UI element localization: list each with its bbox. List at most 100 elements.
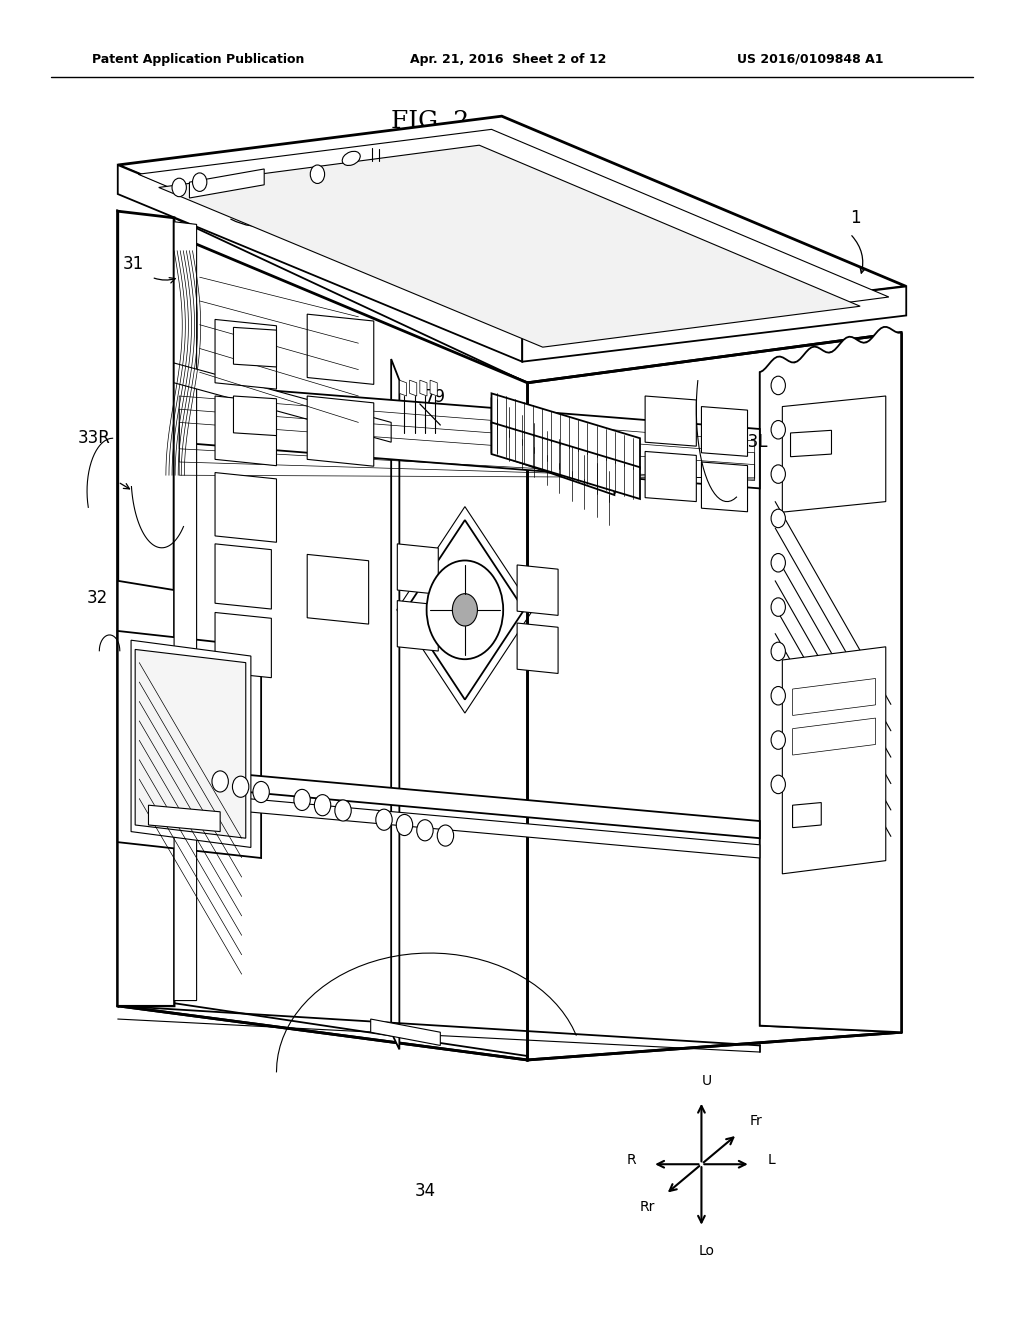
Circle shape [771, 775, 785, 793]
Text: Lo: Lo [698, 1245, 715, 1258]
Circle shape [771, 731, 785, 750]
Text: Fr: Fr [750, 1114, 762, 1129]
Circle shape [771, 686, 785, 705]
Polygon shape [791, 430, 831, 457]
Polygon shape [517, 565, 558, 615]
Polygon shape [645, 451, 696, 502]
Text: R: R [627, 1154, 637, 1167]
Polygon shape [397, 601, 438, 651]
Text: Apr. 21, 2016  Sheet 2 of 12: Apr. 21, 2016 Sheet 2 of 12 [410, 53, 606, 66]
Circle shape [771, 465, 785, 483]
Circle shape [771, 553, 785, 572]
Circle shape [771, 642, 785, 660]
Polygon shape [782, 396, 886, 512]
Polygon shape [118, 581, 174, 1006]
Circle shape [314, 795, 331, 816]
Circle shape [417, 820, 433, 841]
Polygon shape [492, 393, 640, 469]
Polygon shape [492, 422, 614, 495]
Polygon shape [307, 396, 374, 466]
Polygon shape [159, 145, 860, 347]
Polygon shape [371, 1019, 440, 1045]
Polygon shape [517, 623, 558, 673]
Polygon shape [492, 399, 614, 473]
Circle shape [193, 173, 207, 191]
Circle shape [771, 421, 785, 440]
Polygon shape [760, 333, 901, 1032]
Text: 34: 34 [415, 1181, 435, 1200]
Text: 33L: 33L [737, 433, 768, 451]
Text: Rr: Rr [639, 1200, 655, 1214]
Polygon shape [406, 520, 524, 700]
Circle shape [310, 165, 325, 183]
Polygon shape [527, 333, 901, 1060]
Circle shape [376, 809, 392, 830]
Polygon shape [399, 380, 407, 396]
Polygon shape [174, 222, 197, 1001]
Polygon shape [391, 359, 399, 1049]
Text: L: L [767, 1154, 775, 1167]
Text: FIG. 2: FIG. 2 [391, 110, 469, 133]
Polygon shape [645, 396, 696, 446]
Circle shape [212, 771, 228, 792]
Circle shape [232, 776, 249, 797]
Circle shape [335, 800, 351, 821]
Polygon shape [118, 631, 261, 858]
Polygon shape [772, 346, 893, 1022]
Circle shape [771, 598, 785, 616]
Text: US 2016/0109848 A1: US 2016/0109848 A1 [737, 53, 884, 66]
Polygon shape [174, 383, 760, 488]
Polygon shape [793, 718, 876, 755]
Polygon shape [174, 792, 760, 858]
Text: 31: 31 [123, 255, 143, 273]
Polygon shape [793, 678, 876, 715]
Polygon shape [215, 544, 271, 609]
Polygon shape [174, 768, 760, 838]
Polygon shape [118, 211, 174, 1006]
Circle shape [253, 781, 269, 803]
Text: 2: 2 [215, 195, 225, 214]
Polygon shape [118, 165, 522, 362]
Polygon shape [420, 380, 427, 396]
Polygon shape [307, 554, 369, 624]
Polygon shape [701, 407, 748, 457]
Text: 79: 79 [425, 388, 446, 407]
Ellipse shape [342, 152, 360, 165]
Polygon shape [793, 803, 821, 828]
Polygon shape [138, 129, 889, 343]
Polygon shape [174, 363, 391, 442]
Polygon shape [148, 805, 220, 832]
Text: 33R: 33R [78, 429, 111, 447]
Polygon shape [215, 396, 276, 466]
Circle shape [771, 376, 785, 395]
Polygon shape [760, 327, 901, 1032]
Text: Patent Application Publication: Patent Application Publication [92, 53, 304, 66]
Polygon shape [215, 612, 271, 677]
Polygon shape [118, 116, 906, 333]
Polygon shape [410, 380, 417, 396]
Text: U: U [701, 1074, 712, 1088]
Polygon shape [135, 649, 246, 838]
Polygon shape [307, 314, 374, 384]
Polygon shape [189, 169, 264, 198]
Polygon shape [174, 218, 527, 1056]
Polygon shape [397, 544, 438, 594]
Circle shape [437, 825, 454, 846]
Circle shape [396, 814, 413, 836]
Polygon shape [215, 319, 276, 389]
Polygon shape [522, 286, 906, 362]
Text: 1: 1 [850, 209, 860, 227]
Text: 32: 32 [87, 589, 108, 607]
Polygon shape [131, 640, 251, 847]
Circle shape [771, 510, 785, 528]
Polygon shape [492, 422, 640, 499]
Polygon shape [782, 647, 886, 874]
Circle shape [172, 178, 186, 197]
Polygon shape [701, 462, 748, 512]
Circle shape [427, 561, 503, 659]
Polygon shape [233, 327, 276, 367]
Polygon shape [215, 473, 276, 543]
Circle shape [453, 594, 477, 626]
Polygon shape [430, 380, 437, 396]
Polygon shape [118, 211, 527, 1060]
